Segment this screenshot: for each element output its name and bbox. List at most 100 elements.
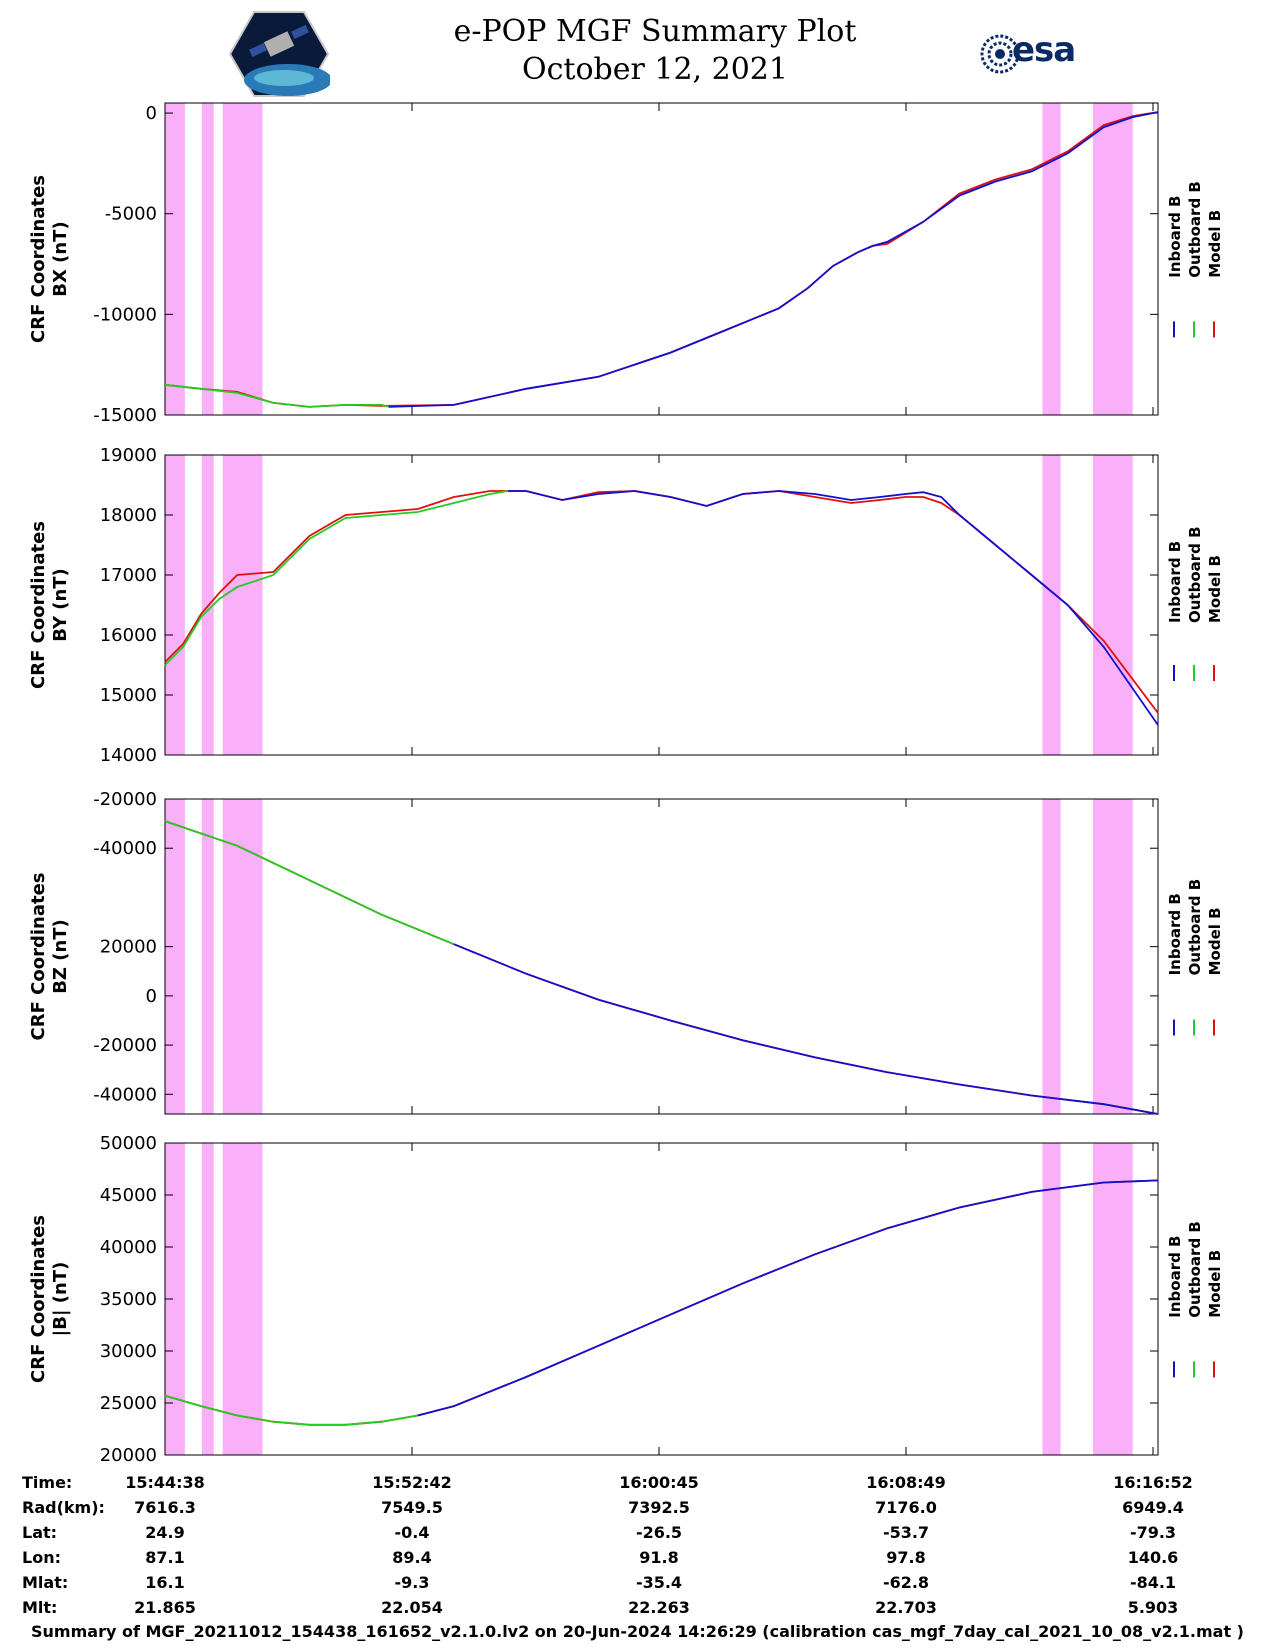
ephemeris-label-mlt: Mlt: xyxy=(22,1598,58,1617)
ephemeris-value: 21.865 xyxy=(134,1598,196,1617)
ephemeris-value: -0.4 xyxy=(394,1523,430,1542)
y-axis-label: CRF Coordinates xyxy=(28,521,49,689)
legend-entry: Inboard B xyxy=(1166,541,1184,623)
axes-box xyxy=(164,102,1159,416)
esa-logo-text: esa xyxy=(1012,30,1076,70)
shaded-interval xyxy=(1042,103,1061,415)
plot-date: October 12, 2021 xyxy=(522,52,788,87)
shaded-interval xyxy=(165,103,185,415)
ephemeris-value: 97.8 xyxy=(886,1548,926,1567)
y-tick-label: 18000 xyxy=(100,505,157,526)
shaded-interval xyxy=(201,1143,214,1455)
ephemeris-value: 16:16:52 xyxy=(1113,1473,1193,1492)
y-tick-label: -10000 xyxy=(93,304,157,325)
y-tick-label: -20000 xyxy=(93,1035,157,1056)
y-tick-label: 50000 xyxy=(100,1133,157,1154)
y-axis-label: BZ (nT) xyxy=(50,919,71,994)
shaded-interval xyxy=(1093,799,1133,1114)
ephemeris-label-lon: Lon: xyxy=(22,1548,61,1567)
legend-entry: Model B xyxy=(1206,907,1224,975)
shaded-interval xyxy=(201,799,214,1114)
ephemeris-value: 140.6 xyxy=(1127,1548,1179,1567)
shaded-interval xyxy=(222,1143,263,1455)
shaded-interval xyxy=(1042,799,1061,1114)
shaded-interval xyxy=(222,455,263,755)
y-tick-label: -5000 xyxy=(105,204,157,225)
y-axis-label: |B| (nT) xyxy=(50,1262,71,1337)
y-tick-label: 0 xyxy=(146,103,157,124)
shaded-interval xyxy=(201,103,214,415)
footer-caption: Summary of MGF_20211012_154438_161652_v2… xyxy=(31,1622,1244,1641)
shaded-interval xyxy=(1042,455,1061,755)
y-tick-label: -15000 xyxy=(93,405,157,426)
ephemeris-label-time: Time: xyxy=(22,1473,73,1492)
series-line-outboard-b xyxy=(164,820,455,946)
ephemeris-value: 6949.4 xyxy=(1122,1498,1184,1517)
ephemeris-value: -53.7 xyxy=(882,1523,930,1542)
y-tick-label: 35000 xyxy=(100,1289,157,1310)
shaded-interval xyxy=(222,103,263,415)
ephemeris-value: 15:44:38 xyxy=(125,1473,205,1492)
y-tick-label: -40000 xyxy=(93,838,157,859)
ephemeris-value: -26.5 xyxy=(635,1523,683,1542)
ephemeris-value: 7549.5 xyxy=(381,1498,443,1517)
y-tick-label: 14000 xyxy=(100,745,157,766)
series-line-outboard-b xyxy=(164,490,509,666)
axes-box xyxy=(164,798,1159,1115)
shaded-interval xyxy=(1093,103,1133,415)
legend-entry: Inboard B xyxy=(1166,1236,1184,1318)
shaded-interval xyxy=(1093,455,1133,755)
y-tick-label: 30000 xyxy=(100,1341,157,1362)
legend-entry: Inboard B xyxy=(1166,196,1184,278)
ephemeris-value: 16.1 xyxy=(145,1573,185,1592)
ephemeris-value: 15:52:42 xyxy=(372,1473,452,1492)
y-tick-label: 40000 xyxy=(100,1237,157,1258)
ephemeris-value: 7392.5 xyxy=(628,1498,690,1517)
series-line-model-b xyxy=(164,1179,1159,1426)
ephemeris-value: 7616.3 xyxy=(134,1498,196,1517)
y-axis-label: CRF Coordinates xyxy=(28,1215,49,1383)
legend-entry: Outboard B xyxy=(1186,1221,1204,1318)
ephemeris-value: -9.3 xyxy=(394,1573,430,1592)
ephemeris-value: 91.8 xyxy=(639,1548,679,1567)
ephemeris-value: 16:00:45 xyxy=(619,1473,699,1492)
ephemeris-value: 5.903 xyxy=(1127,1598,1179,1617)
y-axis-label: CRF Coordinates xyxy=(28,873,49,1041)
series-line-model-b xyxy=(164,820,1159,1115)
y-axis-label: CRF Coordinates xyxy=(28,175,49,343)
y-axis-label: BX (nT) xyxy=(50,221,71,296)
ephemeris-value: -79.3 xyxy=(1129,1523,1177,1542)
y-tick-label: 25000 xyxy=(100,1393,157,1414)
ephemeris-value: 22.263 xyxy=(628,1598,690,1617)
shaded-interval xyxy=(165,1143,185,1455)
y-tick-label: 0 xyxy=(146,986,157,1007)
ephemeris-value: 87.1 xyxy=(145,1548,185,1567)
series-line-outboard-b xyxy=(164,1394,418,1426)
y-axis-label: BY (nT) xyxy=(50,568,71,642)
legend-entry: Outboard B xyxy=(1186,526,1204,623)
ephemeris-value: 22.054 xyxy=(381,1598,443,1617)
ephemeris-value: 24.9 xyxy=(145,1523,185,1542)
axes-box xyxy=(164,1142,1159,1456)
y-tick-label: -40000 xyxy=(93,1084,157,1105)
shaded-interval xyxy=(1042,1143,1061,1455)
legend-entry: Outboard B xyxy=(1186,181,1204,278)
axes-box xyxy=(164,454,1159,756)
ephemeris-value: 7176.0 xyxy=(875,1498,937,1517)
series-line-inboard-b xyxy=(417,1179,1159,1417)
legend-entry: Model B xyxy=(1206,1250,1224,1318)
series-line-outboard-b xyxy=(164,383,390,408)
cassiope-mission-logo xyxy=(228,11,330,97)
plot-title: e-POP MGF Summary Plot xyxy=(453,14,857,49)
series-line-inboard-b xyxy=(388,111,1159,408)
legend-entry: Model B xyxy=(1206,210,1224,278)
esa-logo xyxy=(980,34,1020,74)
y-tick-label: 19000 xyxy=(100,445,157,466)
series-line-model-b xyxy=(164,490,1159,714)
shaded-interval xyxy=(165,799,185,1114)
y-tick-label: -20000 xyxy=(93,789,157,810)
ephemeris-label-rad: Rad(km): xyxy=(22,1498,105,1517)
ephemeris-value: -62.8 xyxy=(882,1573,930,1592)
series-line-inboard-b xyxy=(508,490,1159,726)
